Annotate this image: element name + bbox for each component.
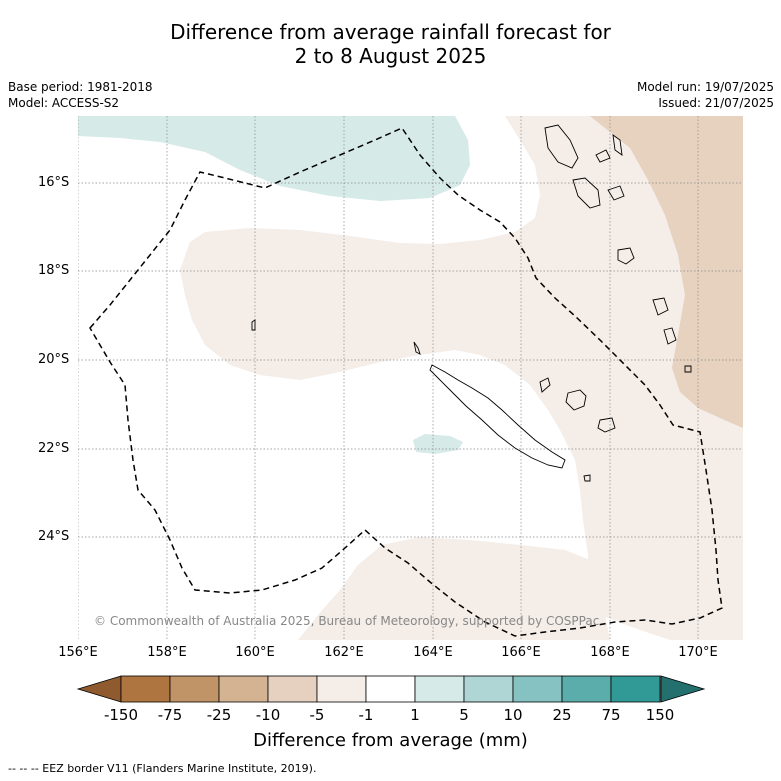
lifou-island — [565, 389, 587, 411]
ile-des-pins — [583, 474, 591, 482]
colorbar-cell — [463, 675, 514, 703]
colorbar-cell — [316, 675, 367, 703]
title-line-1: Difference from average rainfall forecas… — [170, 20, 611, 44]
anomaly-region-wet-north — [78, 116, 470, 201]
colorbar-tick: 10 — [503, 706, 523, 724]
erromango-island — [652, 297, 669, 316]
colorbar-tick: 5 — [459, 706, 469, 724]
tanna-island — [663, 327, 677, 345]
islands — [251, 124, 692, 482]
ouvea-island — [539, 377, 551, 393]
chart-title: Difference from average rainfall forecas… — [0, 20, 781, 68]
colorbar-tick: -10 — [255, 706, 281, 724]
lon-label-168e: 168°E — [590, 645, 630, 660]
vanuatu-island-c — [607, 185, 625, 201]
eez-border — [89, 127, 723, 637]
colorbar-extend-low — [76, 675, 122, 703]
efate-island — [617, 247, 635, 265]
colorbar-cell — [610, 675, 661, 703]
anomaly-region-dry-light — [180, 116, 743, 640]
espiritu-santo-island — [544, 124, 579, 169]
new-caledonia-island — [429, 364, 566, 469]
colorbar-cell — [561, 675, 612, 703]
anomaly-region-dry-south — [298, 537, 610, 640]
colorbar-tick: 150 — [645, 706, 675, 724]
meta-left: Base period: 1981-2018 Model: ACCESS-S2 — [8, 79, 153, 111]
colorbar-tick: -5 — [309, 706, 325, 724]
colorbar-cell — [218, 675, 269, 703]
title-line-2: 2 to 8 August 2025 — [294, 44, 487, 68]
colorbar-cells — [120, 675, 661, 703]
colorbar-tick: 75 — [601, 706, 621, 724]
lon-label-170e: 170°E — [678, 645, 718, 660]
eez-footnote: -- -- -- EEZ border V11 (Flanders Marine… — [8, 762, 317, 775]
colorbar-tick: -150 — [103, 706, 139, 724]
colorbar-cell — [267, 675, 318, 703]
aneityum-island — [684, 365, 692, 373]
model-run: Model run: 19/07/2025 — [636, 80, 774, 94]
colorbar-cell — [169, 675, 220, 703]
lat-label-20s: 20°S — [38, 352, 70, 367]
lat-label-22s: 22°S — [38, 441, 70, 456]
colorbar-tick: -1 — [358, 706, 374, 724]
base-period: Base period: 1981-2018 — [8, 80, 153, 94]
belep-islands — [413, 341, 421, 355]
anomaly-region-dry-mid — [590, 116, 743, 428]
lon-label-164e: 164°E — [413, 645, 453, 660]
small-islet-west — [251, 319, 256, 331]
model-name: Model: ACCESS-S2 — [8, 96, 120, 110]
lat-label-16s: 16°S — [38, 175, 70, 190]
malakula-island — [572, 177, 601, 209]
colorbar-extend-high — [660, 675, 706, 703]
colorbar-label: Difference from average (mm) — [253, 730, 528, 751]
lat-label-18s: 18°S — [38, 263, 70, 278]
meta-right: Model run: 19/07/2025 Issued: 21/07/2025 — [637, 79, 774, 111]
colorbar — [76, 675, 706, 703]
colorbar-tick: 25 — [552, 706, 572, 724]
colorbar-tick: -75 — [157, 706, 183, 724]
colorbar-tick: -25 — [206, 706, 232, 724]
vanuatu-island-a — [595, 149, 611, 163]
issued-date: Issued: 21/07/2025 — [658, 96, 774, 110]
copyright-notice: © Commonwealth of Australia 2025, Bureau… — [94, 614, 600, 628]
lon-label-162e: 162°E — [324, 645, 364, 660]
colorbar-cell — [120, 675, 171, 703]
lon-label-166e: 166°E — [501, 645, 541, 660]
map-area — [78, 116, 743, 640]
lat-label-24s: 24°S — [38, 529, 70, 544]
colorbar-cell — [365, 675, 416, 703]
colorbar-tick: 1 — [410, 706, 420, 724]
colorbar-cell — [512, 675, 563, 703]
lon-label-158e: 158°E — [147, 645, 187, 660]
vanuatu-island-b — [612, 134, 623, 156]
lon-label-160e: 160°E — [235, 645, 275, 660]
lon-label-156e: 156°E — [58, 645, 98, 660]
gridlines — [78, 116, 743, 640]
mare-island — [597, 417, 616, 433]
colorbar-cell — [414, 675, 465, 703]
